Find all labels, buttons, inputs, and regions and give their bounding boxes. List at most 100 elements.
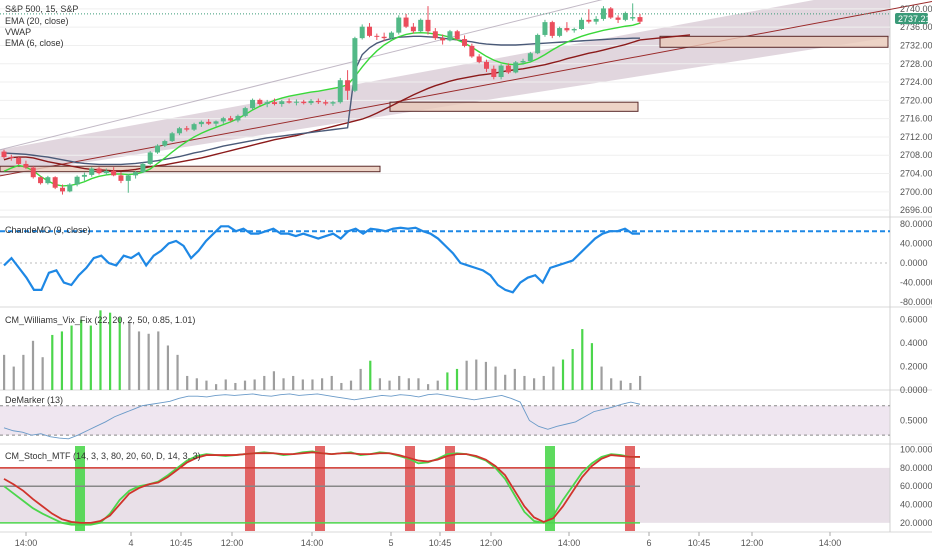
supply-demand-zone[interactable] [659, 35, 889, 48]
x-tick-label: 14:00 [301, 538, 324, 548]
price-tag: 2737.21 [895, 13, 931, 24]
price-tag-box [895, 13, 928, 24]
candle-body [279, 101, 285, 105]
vwap-line [3, 35, 640, 166]
last-price-label: 2737.21 [898, 14, 931, 24]
candle-body [396, 17, 402, 33]
vix-bar [610, 378, 613, 390]
vix-bar [581, 329, 584, 390]
vix-bar [60, 331, 64, 390]
x-tick-label: 10:45 [688, 538, 711, 548]
supply-demand-zone[interactable] [389, 101, 639, 112]
vix-bar [51, 334, 54, 390]
vix-bar [12, 366, 15, 390]
x-tick-label: 14:00 [558, 538, 581, 548]
candle-body [125, 175, 131, 181]
vix-bar [494, 366, 497, 390]
candle-body [491, 68, 497, 78]
candle-body [169, 133, 175, 142]
grid [0, 0, 932, 533]
trend-channel-fill [0, 0, 890, 176]
candle-body [535, 34, 541, 54]
chande-tick-label: 80.0000 [900, 219, 932, 229]
price-tick-label: 2700.00 [900, 187, 932, 197]
candle-body [293, 101, 299, 103]
vix-bar [118, 317, 121, 390]
candle-body [30, 167, 36, 178]
vix-bar [41, 357, 44, 390]
stoch-signal-band [405, 446, 415, 531]
vix-bar [70, 325, 73, 390]
x-tick-label: 14:00 [15, 538, 38, 548]
vix-bar [166, 345, 170, 390]
candle-body [388, 32, 394, 39]
candle-body [184, 128, 190, 130]
candle-body [67, 184, 73, 192]
candle-body [16, 157, 22, 164]
vix-bar [484, 361, 488, 390]
vix-bar [243, 380, 247, 390]
vix-bar [282, 378, 285, 390]
candle-body [308, 100, 314, 104]
vix-bar [31, 340, 35, 390]
vix-bar [253, 379, 256, 390]
candle-body [425, 19, 431, 32]
supply-demand-zone[interactable] [0, 165, 381, 173]
chande-line [3, 225, 640, 294]
chande-tick-label: -80.0000 [900, 297, 932, 307]
chande-tick-label: 40.0000 [900, 238, 932, 248]
candle-body [228, 118, 234, 121]
vix-bar [407, 378, 410, 390]
x-tick-label: 5 [388, 538, 393, 548]
vix-bar [359, 368, 362, 390]
header-legend: S&P 500, 15, S&P EMA (20, close) VWAP EM… [5, 4, 78, 48]
candle-body [162, 141, 168, 146]
vix-bar [137, 331, 141, 390]
candle-body [286, 101, 292, 103]
vix-bar [263, 375, 266, 390]
candle-body [176, 128, 182, 134]
stoch-tick-label: 20.0000 [900, 518, 932, 528]
candle-body [557, 28, 563, 36]
candle-body [140, 163, 146, 173]
ema20-line [3, 39, 641, 172]
vix-bar [542, 375, 545, 390]
price-tick-label: 2728.00 [900, 59, 932, 69]
drawing-shapes[interactable] [0, 0, 932, 177]
vix-bar [311, 379, 314, 390]
candle-body [586, 19, 592, 22]
chande-title: ChandeMO (9, close) [5, 225, 91, 235]
candle-body [242, 108, 248, 116]
candle-body [432, 31, 438, 39]
vix-bar [590, 343, 594, 390]
candle-body [323, 102, 329, 104]
vix-bar [321, 378, 324, 390]
candle-body [549, 22, 555, 36]
candle-body [608, 8, 614, 18]
candle-body [345, 80, 351, 91]
trend-line-lower[interactable] [0, 1, 932, 177]
candle-body [579, 19, 585, 29]
x-tick-label: 14:00 [819, 538, 842, 548]
vix-bar [186, 375, 189, 390]
vix-bar [571, 349, 574, 390]
candle-body [191, 124, 197, 130]
legend-ema20: EMA (20, close) [5, 16, 69, 26]
candle-body [447, 31, 453, 41]
symbol-title: S&P 500, 15, S&P [5, 4, 78, 14]
candle-body [498, 65, 504, 78]
vix-bar [465, 360, 468, 390]
candle-body [45, 177, 51, 184]
legend-ema6: EMA (6, close) [5, 38, 64, 48]
candle-body [89, 168, 95, 175]
trend-line-upper[interactable] [0, 0, 932, 151]
candle-body [381, 36, 387, 39]
candle-body [330, 102, 336, 104]
candle-body [462, 39, 468, 46]
candle-body [352, 38, 358, 91]
x-tick-label: 12:00 [480, 538, 503, 548]
vix-bar [629, 382, 632, 390]
vix-title: CM_Williams_Vix_Fix (22, 20, 2, 50, 0.85… [5, 315, 195, 325]
vix-bar [349, 380, 353, 390]
